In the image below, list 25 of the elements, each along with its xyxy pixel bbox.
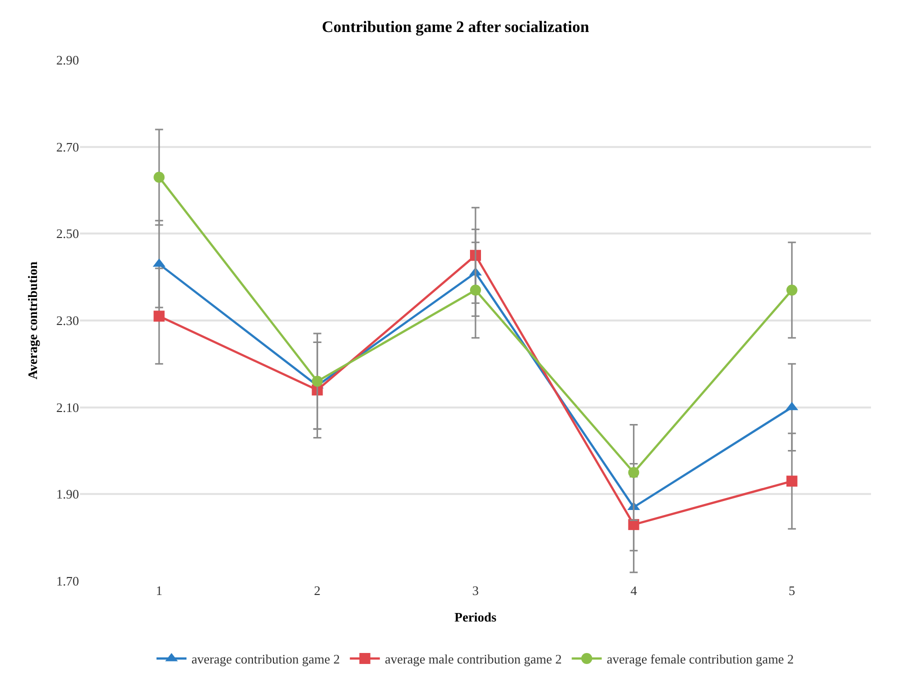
point <box>312 376 323 387</box>
y-axis-title: Average contribution <box>25 260 40 380</box>
y-tick-label: 2.10 <box>56 400 79 415</box>
point <box>786 476 798 487</box>
legend-label: average contribution game 2 <box>192 652 340 667</box>
point <box>470 284 481 296</box>
point <box>154 172 165 183</box>
y-tick-label: 1.70 <box>56 574 79 589</box>
y-tick-label: 1.90 <box>56 486 79 502</box>
x-tick-label: 3 <box>472 583 479 598</box>
x-tick-label: 2 <box>314 583 321 598</box>
y-tick-label: 2.50 <box>56 226 79 242</box>
point <box>786 284 798 296</box>
y-tick-label: 2.30 <box>56 313 79 328</box>
legend-label: average female contribution game 2 <box>606 652 794 667</box>
point <box>154 310 165 322</box>
x-tick-label: 5 <box>788 583 796 598</box>
y-tick-label: 2.90 <box>56 52 79 68</box>
y-tick-label: 2.70 <box>56 139 79 154</box>
legend-label: average male contribution game 2 <box>384 652 562 667</box>
point <box>628 466 640 478</box>
x-tick-label: 1 <box>156 583 162 598</box>
x-axis-title: Periods <box>454 610 496 625</box>
chart-title: Contribution game 2 after socialization <box>322 18 590 36</box>
x-tick-label: 4 <box>630 583 638 598</box>
